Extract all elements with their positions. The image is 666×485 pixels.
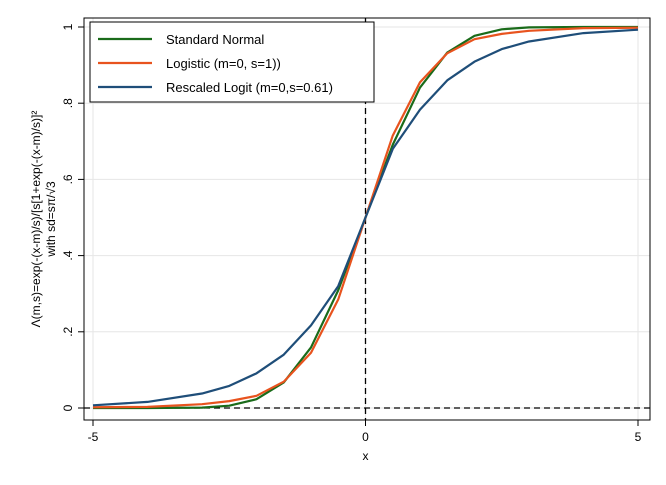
x-axis: -5 0 5 xyxy=(88,420,642,444)
legend-label-2: Logistic (m=0, s=1)) xyxy=(166,56,281,71)
y-tick-label: 1 xyxy=(61,23,75,30)
series-line-3 xyxy=(92,28,639,407)
x-tick-label: 5 xyxy=(635,430,642,444)
legend-label-1: Standard Normal xyxy=(166,32,264,47)
x-tick-label: 0 xyxy=(362,430,369,444)
x-axis-title: x xyxy=(363,449,369,463)
y-tick-label: 0 xyxy=(61,404,75,411)
y-tick-label: .2 xyxy=(61,326,75,336)
y-tick-label: .4 xyxy=(61,250,75,260)
series-layer xyxy=(92,25,639,410)
y-tick-label: .8 xyxy=(61,98,75,108)
legend-label-3: Rescaled Logit (m=0,s=0.61) xyxy=(166,80,333,95)
plot-frame xyxy=(83,17,651,421)
legend: Standard Normal Logistic (m=0, s=1)) Resca… xyxy=(89,21,375,103)
y-axis-title-line-2: with sd=sπ/√3 xyxy=(44,181,58,258)
y-axis-title-line-1: Λ(m,s)=exp(-(x-m)/s)/[s[1+exp(-(x-m)/s)]… xyxy=(29,111,43,328)
y-axis: 0 .2 .4 .6 .8 1 xyxy=(61,23,84,411)
x-tick-label: -5 xyxy=(88,430,99,444)
y-tick-label: .6 xyxy=(61,174,75,184)
